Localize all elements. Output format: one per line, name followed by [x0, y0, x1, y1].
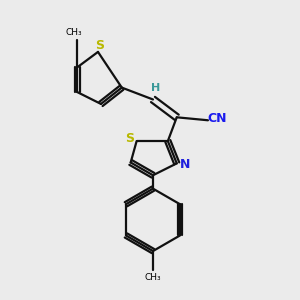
- Text: CH₃: CH₃: [66, 28, 82, 37]
- Text: CN: CN: [207, 112, 226, 125]
- Text: H: H: [151, 82, 160, 93]
- Text: CH₃: CH₃: [145, 273, 161, 282]
- Text: N: N: [180, 158, 190, 171]
- Text: S: S: [95, 40, 104, 52]
- Text: S: S: [125, 132, 134, 145]
